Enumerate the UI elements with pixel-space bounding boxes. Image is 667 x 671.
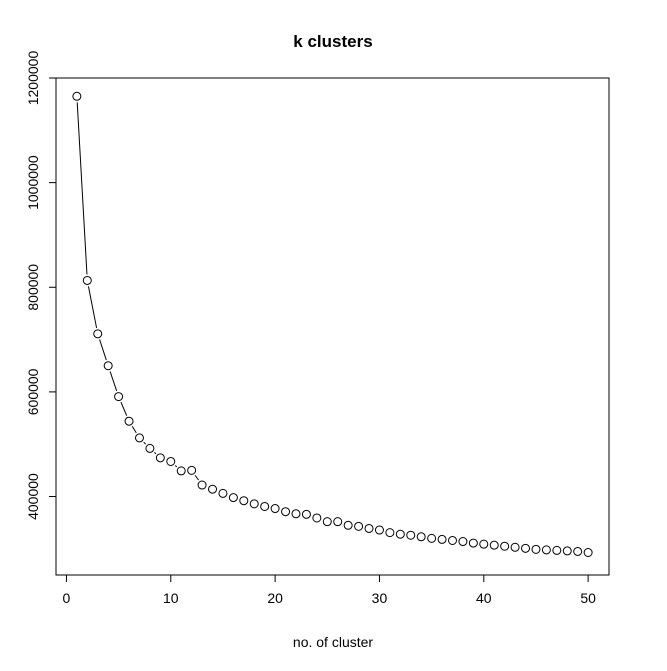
y-tick-label-2: 800000: [25, 264, 41, 311]
data-point-3: [93, 329, 103, 339]
data-point-21: [281, 507, 291, 517]
x-axis: 0 10 20 30 40 50: [63, 574, 596, 606]
data-point-9: [155, 453, 165, 463]
series-segment-6: [143, 441, 147, 445]
data-point-26: [333, 517, 343, 527]
y-tick-label-4: 1200000: [25, 51, 41, 106]
data-point-37: [447, 535, 457, 545]
data-point-14: [208, 484, 218, 494]
x-axis-label: no. of cluster: [293, 634, 373, 650]
series-segment-5: [131, 426, 137, 434]
x-tick-label-3: 30: [372, 590, 388, 606]
chart-title: k clusters: [293, 32, 372, 51]
data-point-48: [562, 546, 572, 556]
data-point-31: [385, 528, 395, 538]
data-point-39: [468, 538, 478, 548]
data-point-24: [312, 513, 322, 523]
x-tick-label-2: 20: [267, 590, 283, 606]
data-point-43: [510, 542, 520, 552]
y-tick-label-3: 1000000: [25, 155, 41, 210]
series-segment-7: [154, 452, 157, 455]
data-point-50: [583, 548, 593, 558]
x-tick-label-1: 10: [163, 590, 179, 606]
data-point-36: [437, 534, 447, 544]
series-segment-0: [76, 102, 88, 275]
data-point-42: [500, 541, 510, 551]
x-tick-label-0: 0: [63, 590, 71, 606]
data-point-11: [176, 466, 186, 476]
data-point-40: [479, 539, 489, 549]
data-point-34: [416, 532, 426, 542]
data-point-41: [489, 540, 499, 550]
data-point-20: [270, 504, 280, 514]
data-point-16: [228, 493, 238, 503]
data-point-29: [364, 523, 374, 533]
series-segment-1: [87, 286, 98, 329]
data-point-47: [552, 545, 562, 555]
data-point-10: [166, 456, 176, 466]
data-point-38: [458, 537, 468, 547]
data-point-28: [354, 521, 364, 531]
data-point-13: [197, 480, 207, 490]
data-point-49: [573, 546, 583, 556]
series-line: [76, 102, 200, 481]
data-point-27: [343, 520, 353, 530]
series-points: [72, 91, 593, 558]
data-point-33: [406, 530, 416, 540]
y-tick-label-1: 600000: [25, 368, 41, 415]
data-point-18: [249, 499, 259, 509]
plot-frame: [55, 77, 610, 576]
data-point-8: [145, 443, 155, 453]
data-point-22: [291, 509, 301, 519]
data-point-7: [134, 433, 144, 443]
data-point-45: [531, 544, 541, 554]
x-tick-label-4: 40: [476, 590, 492, 606]
data-point-30: [374, 525, 384, 535]
data-point-19: [260, 501, 270, 511]
data-point-25: [322, 517, 332, 527]
data-point-23: [301, 509, 311, 519]
series-segment-11: [194, 474, 200, 481]
y-axis: 400000 600000 800000 1000000 1200000: [25, 51, 57, 520]
data-point-17: [239, 496, 249, 506]
data-point-46: [541, 545, 551, 555]
data-point-2: [82, 275, 92, 285]
data-point-15: [218, 488, 228, 498]
series-segment-9: [174, 465, 178, 468]
data-point-44: [521, 543, 531, 553]
y-tick-label-0: 400000: [25, 473, 41, 520]
data-point-5: [114, 392, 124, 402]
data-point-4: [103, 361, 113, 371]
x-tick-label-5: 50: [580, 590, 596, 606]
series-segment-3: [109, 371, 118, 392]
series-segment-4: [120, 401, 128, 416]
data-point-35: [427, 533, 437, 543]
data-point-32: [395, 529, 405, 539]
series-segment-2: [99, 339, 107, 361]
data-point-1: [72, 91, 82, 101]
data-point-12: [187, 465, 197, 475]
data-point-6: [124, 416, 134, 426]
